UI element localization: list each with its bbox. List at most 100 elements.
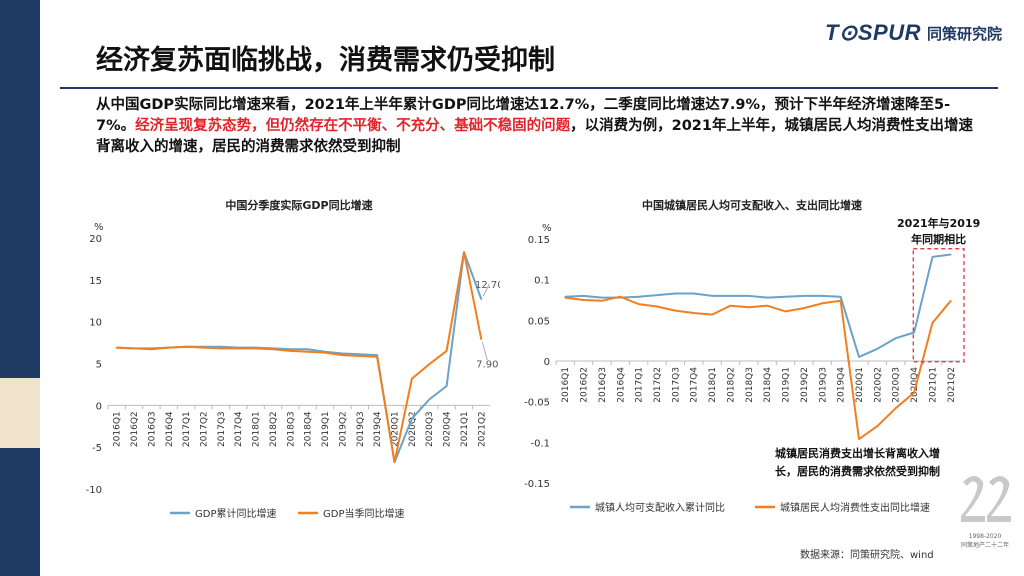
data-point — [202, 346, 205, 349]
data-point — [185, 345, 187, 348]
y-tick-label: -0.1 — [530, 438, 550, 449]
chart-svg: 中国分季度实际GDP同比增速% -10 -5 0 5 10 15 20 2016Q1 2016Q2… — [86, 198, 504, 520]
data-point — [858, 356, 860, 358]
series-line — [565, 253, 951, 358]
x-tick-label: 2017Q4 — [690, 367, 700, 403]
data-point — [858, 438, 860, 440]
y-axis-unit-label: % — [94, 222, 104, 233]
company-logo: T⊙SPUR 同策研究院 — [825, 20, 1002, 46]
data-point — [254, 347, 257, 350]
summary-paragraph: 从中国GDP实际同比增速来看，2021年上半年累计GDP同比增速达12.7%，二… — [96, 95, 976, 158]
badge-years: 1998-2020 — [969, 533, 1002, 540]
x-tick-label: 2019Q3 — [356, 411, 366, 447]
legend-label: GDP累计同比增速 — [195, 507, 276, 520]
data-point — [341, 354, 344, 356]
data-point — [220, 345, 222, 348]
x-tick-label: 2019Q1 — [782, 367, 792, 403]
data-point — [821, 302, 824, 305]
data-point — [674, 309, 677, 312]
x-tick-label: 2018Q1 — [708, 367, 718, 403]
x-tick-label: 2017Q3 — [671, 367, 681, 403]
data-point — [894, 337, 897, 340]
x-tick-label: 2020Q2 — [873, 367, 883, 403]
chart-title: 中国城镇居民人均可支配收入、支出同比增速 — [642, 198, 862, 212]
summary-highlight: 经济呈现复苏态势，但仍然存在不平衡、不充分、基础不稳固的问题 — [135, 118, 571, 134]
data-point — [931, 256, 934, 258]
divergence-note-line2: 长，居民的消费需求依然受到抑制 — [775, 464, 940, 478]
x-tick-label: 2016Q2 — [580, 367, 590, 403]
data-point — [306, 350, 309, 353]
data-point — [428, 398, 431, 401]
x-tick-label: 2017Q3 — [217, 411, 227, 447]
logo-chinese-name: 同策研究院 — [926, 24, 1002, 43]
data-point — [411, 377, 413, 380]
data-point — [711, 313, 713, 316]
data-point — [341, 352, 344, 355]
data-point — [115, 346, 118, 349]
x-tick-label: 2017Q2 — [653, 367, 663, 403]
data-point — [463, 251, 465, 254]
y-tick-label: 0 — [544, 357, 550, 368]
data-point — [133, 347, 135, 350]
y-tick-label: 0.1 — [534, 276, 550, 287]
data-point — [393, 461, 396, 464]
data-point — [289, 350, 292, 352]
x-tick-label: 2016Q3 — [147, 411, 157, 447]
x-tick-label: 2020Q4 — [910, 367, 920, 403]
x-tick-label: 2020Q3 — [892, 367, 902, 403]
sidebar-accent-block — [0, 378, 40, 448]
data-point — [674, 292, 677, 295]
x-tick-label: 2018Q4 — [304, 411, 314, 447]
y-tick-label: 5 — [96, 360, 102, 371]
data-point — [289, 348, 292, 351]
chart-title: 中国分季度实际GDP同比增速 — [225, 198, 372, 212]
anniversary-badge: 1998-2020 同策地产二十二年 — [961, 476, 1011, 549]
x-tick-label: 2016Q1 — [113, 411, 123, 447]
data-point — [692, 292, 695, 295]
y-tick-label: -5 — [92, 443, 102, 454]
data-point — [876, 425, 879, 427]
x-tick-label: 2018Q2 — [269, 411, 279, 447]
gdp-growth-chart: 中国分季度实际GDP同比增速% -10 -5 0 5 10 15 20 2016Q1 2016Q2… — [60, 185, 504, 530]
x-tick-label: 2018Q1 — [252, 411, 262, 447]
legend-label: GDP当季同比增速 — [323, 507, 404, 520]
data-point — [237, 347, 240, 350]
x-tick-label: 2018Q3 — [286, 411, 296, 447]
data-point — [480, 338, 483, 341]
chart-svg: 中国城镇居民人均可支配收入、支出同比增速% -0.15 -0.1 -0.05 0 0.05… — [524, 198, 980, 514]
data-point — [711, 295, 713, 297]
data-point — [306, 348, 309, 351]
x-tick-label: 2019Q3 — [818, 367, 828, 403]
data-point — [803, 295, 805, 297]
data-point — [913, 391, 915, 394]
x-tick-label: 2020Q2 — [408, 411, 418, 447]
data-point — [376, 354, 378, 356]
x-tick-label: 2019Q1 — [321, 411, 331, 447]
data-point — [445, 350, 448, 352]
x-tick-label: 2021Q1 — [928, 367, 938, 403]
data-point — [637, 295, 640, 298]
data-point — [637, 303, 640, 305]
y-tick-label: -0.05 — [524, 398, 550, 409]
data-point — [358, 353, 361, 356]
income-spending-chart: 中国城镇居民人均可支配收入、支出同比增速% -0.15 -0.1 -0.05 0 0.05… — [500, 185, 980, 530]
data-point — [729, 295, 732, 297]
x-tick-label: 2019Q4 — [373, 411, 383, 447]
series-line — [565, 295, 952, 441]
divergence-note-line1: 城镇居民消费支出增长背离收入增 — [775, 446, 940, 460]
x-tick-label: 2017Q2 — [200, 411, 210, 447]
x-tick-label: 2018Q4 — [763, 367, 773, 403]
data-point — [480, 298, 483, 300]
data-point — [582, 295, 585, 297]
x-tick-label: 2021Q1 — [460, 411, 470, 447]
x-tick-label: 2017Q1 — [182, 411, 192, 447]
data-point — [656, 294, 658, 296]
box-annotation-line2: 年同期相比 — [911, 232, 966, 246]
data-point — [876, 348, 879, 350]
x-tick-label: 2019Q4 — [837, 367, 847, 403]
x-tick-label: 2016Q3 — [598, 367, 608, 403]
data-point — [656, 305, 658, 308]
data-point — [582, 299, 585, 301]
badge-caption: 同策地产二十二年 — [961, 541, 1009, 549]
data-point — [784, 310, 787, 313]
